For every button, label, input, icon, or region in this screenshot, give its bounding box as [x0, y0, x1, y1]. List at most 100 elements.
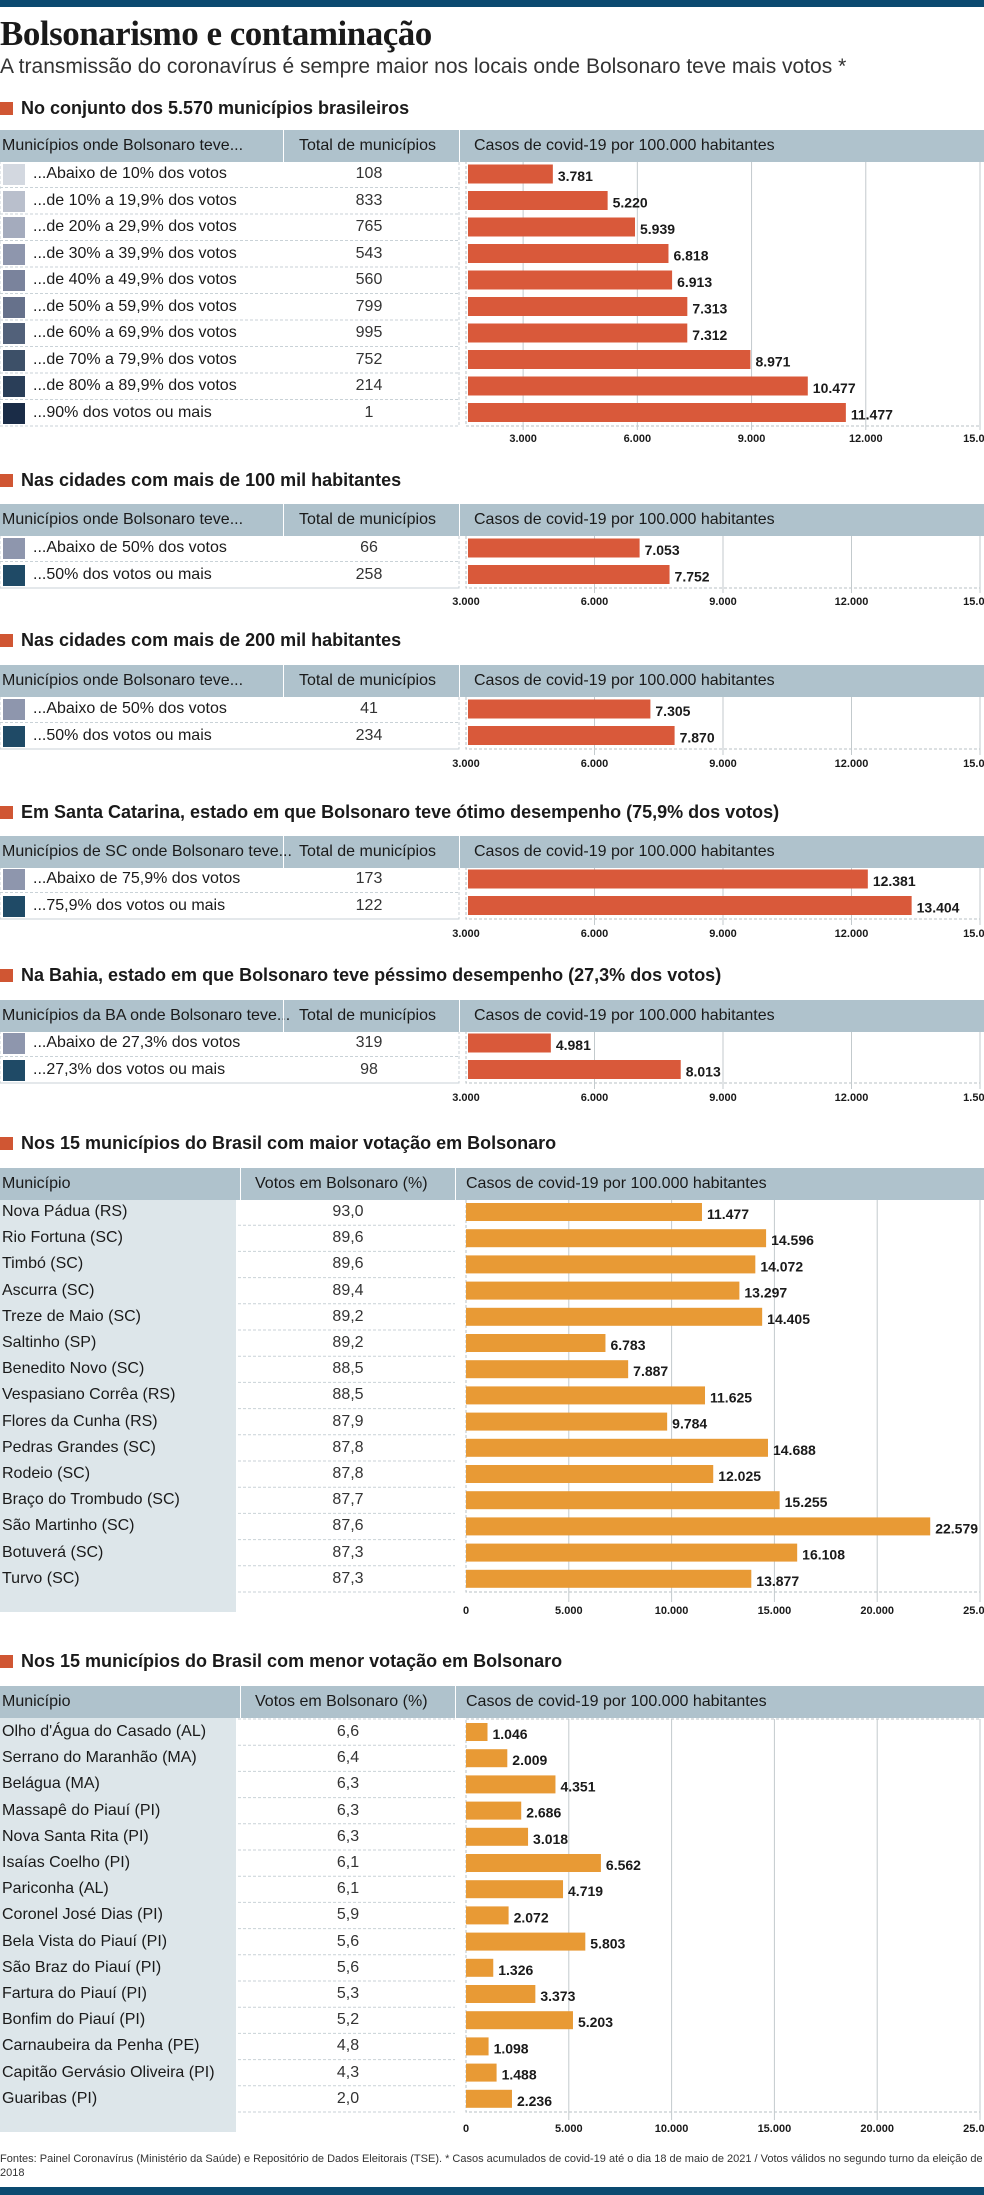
municipality-name: Isaías Coelho (PI) — [2, 1854, 131, 1871]
table-header: Municípios da BA onde Bolsonaro teve... T… — [0, 1000, 984, 1032]
legend-swatch — [3, 270, 25, 291]
bar-value-label: 1.488 — [502, 2067, 537, 2083]
bar-value-label: 11.625 — [710, 1389, 752, 1405]
table-frame — [0, 697, 460, 750]
x-tick-label: 6.000 — [581, 1092, 609, 1104]
x-tick-label: 12.000 — [835, 1092, 869, 1104]
vote-share-value: 5,3 — [336, 1985, 360, 2002]
x-tick-label: 9.000 — [709, 758, 737, 770]
header-separator — [283, 504, 284, 536]
bar-value-label: 12.381 — [873, 873, 916, 889]
header-col-group: Município — [2, 1693, 71, 1710]
header-col-total: Votos em Bolsonaro (%) — [255, 1693, 428, 1710]
header-col-group: Municípios da BA onde Bolsonaro teve... — [2, 1007, 291, 1024]
sources-footnote: Fontes: Painel Coronavírus (Ministério d… — [0, 2153, 983, 2179]
vote-share-value: 6,3 — [336, 1775, 360, 1793]
vote-share-value: 6,1 — [336, 1880, 360, 1898]
bar-value-label: 7.870 — [680, 730, 715, 746]
x-tick-label: 6.000 — [624, 433, 652, 445]
vote-share-value: 6,3 — [336, 1801, 360, 1819]
header-separator — [240, 1168, 241, 1200]
section-title: Nas cidades com mais de 200 mil habitant… — [21, 629, 402, 650]
table-frame — [0, 1032, 460, 1084]
page-title: Bolsonarismo e contaminação — [0, 14, 432, 53]
section-title: No conjunto dos 5.570 municípios brasile… — [21, 97, 410, 118]
vote-share-value: 5,6 — [336, 1958, 360, 1976]
x-tick-label: 3.000 — [452, 758, 480, 770]
header-separator — [283, 836, 284, 868]
municipality-name: Vespasiano Corrêa (RS) — [2, 1386, 176, 1404]
group-label: ...de 40% a 49,9% dos votos — [33, 271, 237, 288]
bar-value-label: 13.404 — [917, 900, 960, 916]
header-separator — [459, 665, 460, 697]
municipality-name: Ascurra (SC) — [2, 1281, 95, 1299]
bar-value-label: 7.305 — [655, 703, 690, 719]
municipality-count: 319 — [355, 1034, 383, 1051]
vote-share-value: 5,9 — [336, 1906, 360, 1924]
vote-share-value: 87,3 — [332, 1543, 364, 1561]
section-title: Nos 15 municípios do Brasil com menor vo… — [21, 1650, 563, 1671]
municipality-name: Belágua (MA) — [2, 1775, 100, 1793]
municipality-name: Braço do Trombudo (SC) — [2, 1491, 180, 1509]
data-bar — [466, 1203, 702, 1221]
section-heading: Na Bahia, estado em que Bolsonaro teve p… — [0, 963, 721, 987]
vote-share-value: 87,6 — [332, 1517, 364, 1535]
data-bar — [466, 1827, 529, 1846]
x-tick-label: 12.000 — [849, 433, 883, 445]
group-label: ...Abaixo de 75,9% dos votos — [33, 870, 241, 887]
table-header: Municípios de SC onde Bolsonaro teve... T… — [0, 836, 984, 868]
header-separator — [283, 130, 284, 162]
vote-share-value: 6,6 — [336, 1723, 360, 1740]
x-tick-label: 3.000 — [452, 1092, 480, 1104]
data-bar — [466, 1749, 508, 1768]
name-column-band — [0, 1718, 236, 2132]
x-tick-label: 3.000 — [452, 928, 480, 940]
legend-swatch — [3, 699, 25, 720]
table-frame — [0, 536, 460, 589]
legend-swatch — [3, 323, 25, 344]
legend-swatch — [3, 538, 25, 559]
section-title: Na Bahia, estado em que Bolsonaro teve p… — [21, 964, 722, 985]
section-title: Nas cidades com mais de 100 mil habitant… — [21, 469, 402, 490]
x-tick-label: 12.000 — [835, 596, 869, 608]
municipality-name: Rio Fortuna (SC) — [2, 1229, 123, 1247]
data-bar — [466, 1465, 714, 1483]
data-bar — [468, 270, 673, 290]
bar-value-label: 12.025 — [718, 1468, 761, 1484]
top-band — [0, 0, 984, 7]
municipality-count: 98 — [360, 1060, 378, 1078]
x-tick-label: 6.000 — [581, 596, 609, 608]
vote-share-value: 89,6 — [332, 1229, 364, 1247]
vote-share-value: 89,4 — [332, 1281, 364, 1299]
municipality-name: Serrano do Maranhão (MA) — [2, 1749, 197, 1767]
header-separator — [283, 665, 284, 697]
data-bar — [466, 1360, 629, 1379]
header-separator — [455, 1686, 456, 1718]
data-bar — [468, 217, 636, 237]
bar-value-label: 1.046 — [493, 1726, 528, 1742]
x-tick-label: 12.000 — [835, 758, 869, 770]
data-bar — [466, 1775, 556, 1794]
data-bar — [468, 297, 688, 316]
section-heading: Em Santa Catarina, estado em que Bolsona… — [0, 800, 779, 824]
municipality-name: Nova Pádua (RS) — [2, 1203, 128, 1220]
header-separator — [283, 1000, 284, 1032]
data-bar — [466, 2011, 573, 2030]
data-bar — [468, 350, 751, 369]
table-frame — [0, 162, 460, 427]
municipality-name: Nova Santa Rita (PI) — [2, 1827, 149, 1845]
vote-share-value: 87,8 — [332, 1438, 364, 1456]
municipality-count: 995 — [355, 324, 383, 341]
bar-value-label: 4.719 — [568, 1883, 603, 1899]
bar-value-label: 8.971 — [755, 354, 790, 370]
x-tick-label: 3.000 — [452, 596, 480, 608]
bar-chart-3: 3.000 6.000 9.000 12.000 15.000 7.305 7.870 — [0, 697, 984, 770]
vote-share-value: 4,3 — [336, 2063, 360, 2081]
x-tick-label: 5.000 — [555, 1605, 583, 1617]
municipality-name: São Braz do Piauí (PI) — [2, 1958, 162, 1976]
vote-share-value: 87,8 — [332, 1465, 364, 1482]
bar-value-label: 9.784 — [672, 1416, 707, 1432]
municipality-name: Capitão Gervásio Oliveira (PI) — [2, 2063, 215, 2081]
header-col-group: Municípios onde Bolsonaro teve... — [2, 672, 244, 689]
data-bar — [466, 2089, 512, 2108]
